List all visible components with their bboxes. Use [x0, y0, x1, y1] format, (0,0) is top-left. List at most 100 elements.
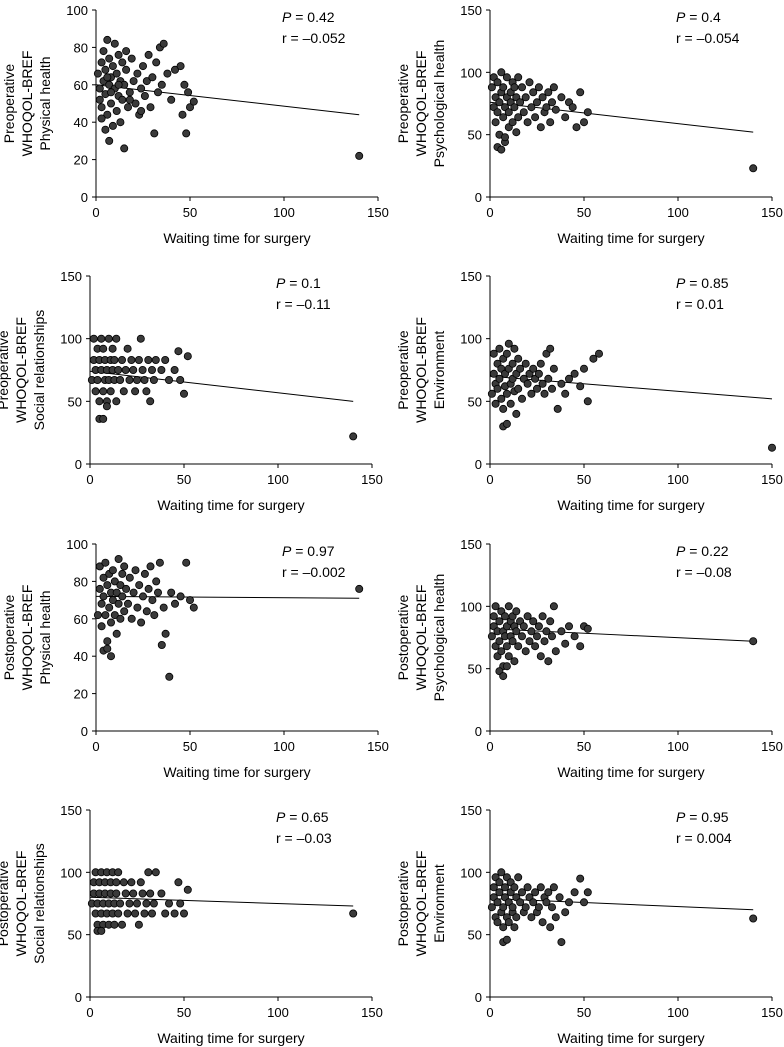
data-point: [500, 883, 509, 892]
data-point: [544, 88, 553, 97]
data-point: [132, 375, 141, 384]
data-point: [185, 596, 194, 605]
data-point: [493, 918, 502, 927]
data-point: [749, 164, 758, 173]
x-axis-title: Waiting time for surgery: [163, 230, 310, 246]
data-point: [151, 355, 160, 364]
data-point: [514, 873, 523, 882]
data-point: [116, 614, 125, 623]
data-point: [570, 632, 579, 641]
data-point: [749, 914, 758, 923]
data-point: [514, 642, 523, 651]
data-point: [495, 888, 504, 897]
data-point: [521, 359, 530, 368]
y-tick-label: 100: [460, 332, 482, 347]
data-point: [129, 588, 138, 597]
data-point: [525, 78, 534, 87]
data-point: [576, 382, 585, 391]
data-point: [99, 387, 108, 396]
data-point: [512, 627, 521, 636]
data-point: [495, 637, 504, 646]
data-point: [557, 93, 566, 102]
data-point: [546, 617, 555, 626]
data-point: [519, 622, 528, 631]
y-axis-title-line: Postoperative: [0, 860, 11, 946]
chart-panel-7: 0 50 100 150 0 50 100 150 Waiting time for surge…: [0, 803, 383, 1046]
data-point: [580, 898, 589, 907]
data-point: [502, 419, 511, 428]
p-value-annotation: P = 0.42: [282, 9, 335, 25]
x-tick-label: 150: [361, 1005, 383, 1020]
data-point: [116, 118, 125, 127]
y-tick-label: 0: [81, 190, 88, 205]
p-value: = 0.95: [685, 809, 728, 825]
data-point: [583, 397, 592, 406]
data-point: [489, 612, 498, 621]
data-point: [112, 878, 121, 887]
data-point: [518, 394, 527, 403]
data-point: [91, 387, 100, 396]
data-point: [497, 68, 506, 77]
data-point: [144, 868, 153, 877]
p-symbol: P: [276, 809, 286, 825]
data-point: [497, 145, 506, 154]
data-point: [499, 404, 508, 413]
x-tick-label: 100: [667, 205, 689, 220]
data-point: [93, 375, 102, 384]
data-point: [176, 375, 185, 384]
p-symbol: P: [676, 543, 686, 559]
p-symbol: P: [676, 9, 686, 25]
data-point: [595, 349, 604, 358]
data-point: [565, 374, 574, 383]
data-point: [487, 83, 496, 92]
x-tick-label: 0: [86, 472, 93, 487]
data-point: [118, 95, 127, 104]
data-point: [548, 632, 557, 641]
y-axis-title-line: Physical health: [37, 56, 53, 150]
data-point: [495, 374, 504, 383]
y-tick-label: 40: [74, 115, 88, 130]
data-point: [104, 334, 113, 343]
data-point: [583, 108, 592, 117]
data-point: [105, 603, 114, 612]
y-tick-label: 150: [460, 803, 482, 818]
x-tick-label: 50: [577, 1005, 591, 1020]
data-point: [129, 77, 138, 86]
data-point: [89, 334, 98, 343]
data-point: [546, 923, 555, 932]
data-point: [133, 603, 142, 612]
data-point: [99, 592, 108, 601]
data-point: [99, 344, 108, 353]
data-point: [152, 577, 161, 586]
data-point: [518, 83, 527, 92]
data-point: [355, 151, 364, 160]
data-point: [110, 611, 119, 620]
y-axis-title-line: Physical health: [37, 590, 53, 684]
x-axis-title: Waiting time for surgery: [163, 764, 310, 780]
p-value-annotation: P = 0.97: [282, 543, 335, 559]
data-point: [93, 69, 102, 78]
data-point: [768, 443, 777, 452]
data-point: [136, 878, 145, 887]
data-point: [157, 641, 166, 650]
data-point: [107, 618, 116, 627]
data-point: [178, 110, 187, 119]
data-point: [544, 888, 553, 897]
data-point: [135, 581, 144, 590]
p-value: = 0.85: [685, 275, 728, 291]
data-point: [176, 592, 185, 601]
y-tick-label: 150: [460, 269, 482, 284]
data-point: [561, 639, 570, 648]
data-point: [500, 133, 509, 142]
data-point: [140, 569, 149, 578]
chart-panel-4: 0 50 100 150 0 50 100 150 Waiting time for surge…: [395, 269, 783, 513]
x-axis-title: Waiting time for surgery: [157, 1030, 304, 1046]
data-point: [125, 95, 134, 104]
data-point: [174, 878, 183, 887]
data-point: [533, 98, 542, 107]
data-point: [546, 344, 555, 353]
data-point: [153, 88, 162, 97]
data-point: [99, 414, 108, 423]
data-point: [548, 384, 557, 393]
